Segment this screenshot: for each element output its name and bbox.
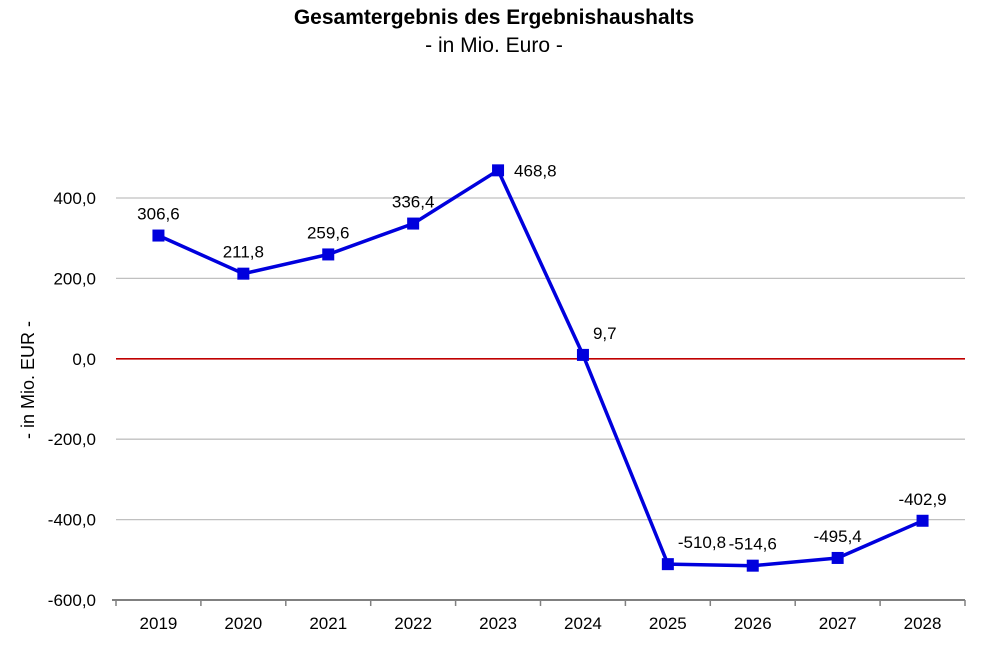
x-tick-label: 2028 [904, 614, 942, 633]
x-tick-label: 2025 [649, 614, 687, 633]
data-label: 259,6 [307, 223, 350, 242]
series-line [157, 168, 924, 568]
data-label: 468,8 [514, 161, 557, 180]
data-point-marker [661, 558, 674, 571]
x-tick-label: 2021 [309, 614, 347, 633]
data-point-marker [492, 164, 505, 177]
data-point-marker [831, 551, 844, 564]
data-label: -510,8 [678, 533, 726, 552]
x-tick-label: 2026 [734, 614, 772, 633]
x-tick-label: 2020 [224, 614, 262, 633]
data-label: -514,6 [729, 535, 777, 554]
chart-title: Gesamtergebnis des Ergebnishaushalts [294, 6, 694, 29]
data-label: 9,7 [593, 324, 617, 343]
y-tick-label: 400,0 [53, 189, 96, 208]
y-tick-label: -200,0 [48, 430, 96, 449]
data-point-marker [322, 248, 335, 261]
data-point-marker [407, 217, 420, 230]
y-tick-label: 0,0 [72, 350, 96, 369]
data-label: -495,4 [814, 527, 862, 546]
data-label: 306,6 [137, 205, 180, 224]
x-tick-label: 2024 [564, 614, 602, 633]
data-point-marker [746, 559, 759, 572]
data-point-marker [152, 229, 165, 242]
chart-subtitle: - in Mio. Euro - [425, 34, 563, 57]
data-point-marker [916, 514, 929, 527]
data-label: 211,8 [223, 243, 264, 262]
axes: 400,0 200,0 0,0 -200,0 -400,0 -600,0 2019 2020 2… [48, 189, 966, 633]
x-tick-label: 2023 [479, 614, 517, 633]
x-tick-label: 2027 [819, 614, 857, 633]
y-tick-label: -600,0 [48, 591, 96, 610]
y-tick-label: -400,0 [48, 511, 96, 530]
grid-lines [116, 197, 965, 521]
data-series [152, 164, 929, 572]
y-tick-label: 200,0 [53, 269, 96, 288]
x-tick-label: 2022 [394, 614, 432, 633]
data-point-marker [576, 348, 589, 361]
x-tick-label: 2019 [140, 614, 178, 633]
data-label: 336,4 [392, 193, 435, 212]
data-point-marker [237, 267, 250, 280]
data-label: -402,9 [898, 490, 946, 509]
y-axis-title: - in Mio. EUR - [18, 321, 38, 439]
data-labels: 306,6 211,8 259,6 336,4 468,8 9,7 -510,8 -514,6… [137, 161, 946, 553]
